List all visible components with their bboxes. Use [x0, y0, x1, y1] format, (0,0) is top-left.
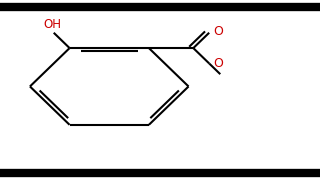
Text: OH: OH: [43, 18, 61, 31]
Text: O: O: [213, 57, 223, 70]
Text: O: O: [213, 25, 223, 38]
